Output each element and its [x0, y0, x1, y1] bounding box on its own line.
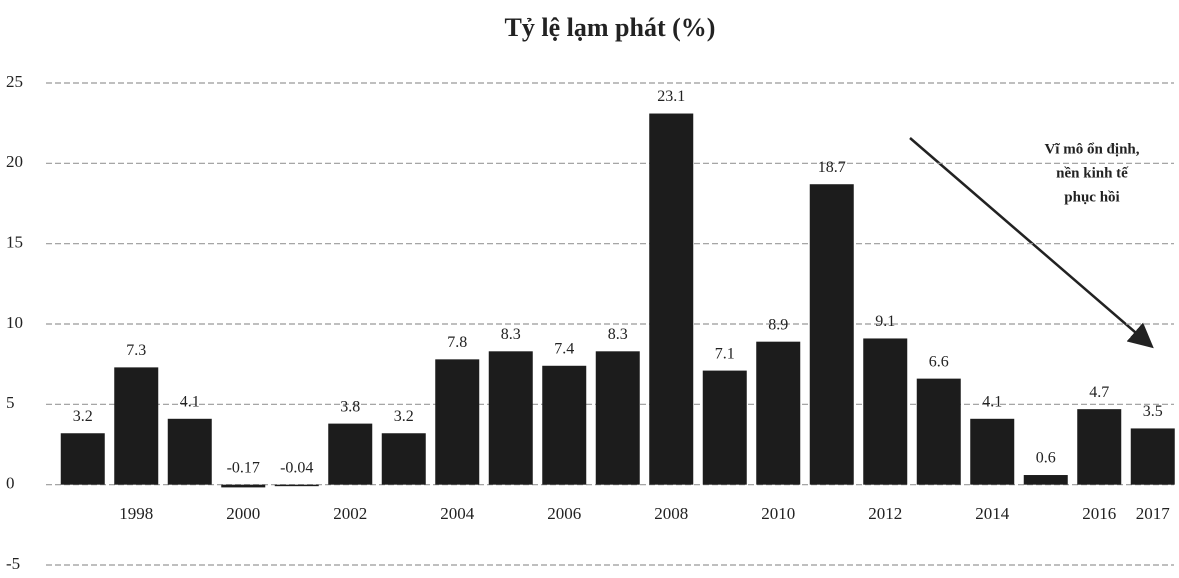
bar: [970, 418, 1015, 485]
bar: [274, 484, 319, 487]
value-label: 8.9: [768, 316, 788, 333]
x-tick-label: 2010: [761, 504, 795, 523]
bar: [60, 433, 105, 485]
bar: [114, 367, 159, 485]
value-label: -0.17: [227, 459, 260, 476]
bar: [1077, 409, 1122, 485]
bar: [221, 484, 266, 488]
arrow: [909, 137, 1154, 349]
bar: [435, 359, 480, 485]
value-label: 7.4: [554, 340, 574, 357]
x-tick-label: 2006: [547, 504, 581, 523]
value-label: 6.6: [929, 353, 949, 370]
value-label: 9.1: [875, 313, 895, 330]
bar: [595, 351, 640, 485]
bar: [756, 341, 801, 485]
value-label: 3.2: [394, 408, 414, 425]
bar: [542, 365, 587, 485]
bar: [916, 378, 961, 485]
value-label: 8.3: [501, 326, 521, 343]
x-tick-label: 2016: [1082, 504, 1116, 523]
bar: [1023, 475, 1068, 485]
bar: [702, 370, 747, 485]
value-label: 7.8: [447, 334, 467, 351]
value-label: 8.3: [608, 326, 628, 343]
bar: [1130, 428, 1175, 485]
bar: [649, 113, 694, 485]
x-tick-label: 2012: [868, 504, 902, 523]
value-label: 7.1: [715, 345, 735, 362]
y-tick-label: 10: [6, 313, 23, 332]
value-label: 4.1: [180, 393, 200, 410]
x-tick-label: 1998: [119, 504, 153, 523]
annotation: phục hồi: [1064, 189, 1119, 205]
annotation: Vĩ mô ổn định,: [1044, 141, 1139, 157]
y-tick-label: 15: [6, 233, 23, 252]
y-tick-label: 25: [6, 72, 23, 91]
bar: [381, 433, 426, 485]
value-label: 3.2: [73, 408, 93, 425]
chart-title: Tỷ lệ lạm phát (%): [505, 13, 716, 42]
y-tick-label: 5: [6, 393, 15, 412]
y-tick-label: 0: [6, 474, 15, 493]
value-label: 23.1: [657, 88, 685, 105]
x-tick-label: 2004: [440, 504, 475, 523]
value-label: 4.1: [982, 393, 1002, 410]
value-label: 0.6: [1036, 450, 1056, 467]
value-label: 3.8: [340, 398, 360, 415]
annotation: nền kinh tế: [1056, 165, 1129, 181]
x-tick-label: 2002: [333, 504, 367, 523]
bar: [488, 351, 533, 485]
value-label: 4.7: [1089, 384, 1109, 401]
value-label: 7.3: [126, 342, 146, 359]
x-tick-label: 2008: [654, 504, 688, 523]
value-label: -0.04: [280, 459, 313, 476]
bar: [328, 423, 373, 485]
x-tick-label: 2017: [1136, 504, 1171, 523]
x-tick-label: 2014: [975, 504, 1010, 523]
bar: [809, 184, 854, 485]
x-tick-label: 2000: [226, 504, 260, 523]
value-label: 18.7: [818, 159, 846, 176]
value-label: 3.5: [1143, 403, 1163, 420]
y-tick-label: 20: [6, 152, 23, 171]
bar: [863, 338, 908, 485]
y-tick-label: -5: [6, 554, 20, 573]
bar: [167, 418, 212, 485]
